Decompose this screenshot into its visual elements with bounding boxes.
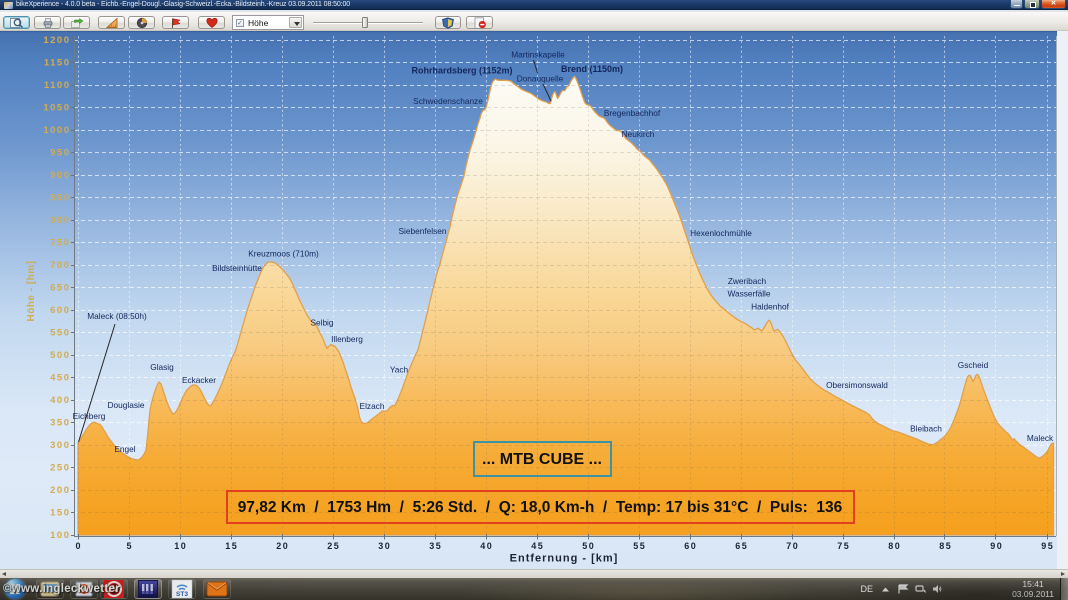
svg-text:10: 10 bbox=[174, 541, 187, 551]
svg-text:500: 500 bbox=[50, 350, 70, 361]
svg-text:Rohrhardsberg (1152m): Rohrhardsberg (1152m) bbox=[411, 66, 512, 76]
svg-text:0: 0 bbox=[75, 541, 82, 551]
svg-text:... MTB CUBE ...: ... MTB CUBE ... bbox=[482, 451, 602, 468]
svg-text:50: 50 bbox=[582, 541, 595, 551]
svg-text:750: 750 bbox=[50, 238, 70, 249]
svg-text:Selbig: Selbig bbox=[310, 318, 333, 328]
svg-text:85: 85 bbox=[939, 541, 952, 551]
svg-text:35: 35 bbox=[429, 541, 442, 551]
svg-text:5: 5 bbox=[126, 541, 133, 551]
svg-text:15: 15 bbox=[225, 541, 238, 551]
svg-text:Zweribach: Zweribach bbox=[728, 276, 767, 286]
svg-text:450: 450 bbox=[50, 373, 70, 384]
svg-text:Kreuzmoos (710m): Kreuzmoos (710m) bbox=[248, 249, 319, 259]
svg-text:Neukirch: Neukirch bbox=[622, 129, 655, 139]
svg-text:850: 850 bbox=[50, 193, 70, 204]
svg-text:Glasig: Glasig bbox=[150, 362, 174, 372]
svg-text:1150: 1150 bbox=[44, 58, 71, 69]
svg-text:95: 95 bbox=[1041, 541, 1054, 551]
svg-text:Douglasie: Douglasie bbox=[108, 400, 145, 410]
svg-text:Wasserfälle: Wasserfälle bbox=[727, 289, 770, 299]
svg-text:150: 150 bbox=[50, 508, 70, 519]
svg-text:55: 55 bbox=[633, 541, 646, 551]
svg-text:Schwedenschanze: Schwedenschanze bbox=[413, 96, 483, 106]
svg-text:20: 20 bbox=[276, 541, 289, 551]
svg-text:1000: 1000 bbox=[43, 125, 70, 136]
svg-text:Illenberg: Illenberg bbox=[331, 334, 363, 344]
svg-text:400: 400 bbox=[50, 395, 70, 406]
svg-text:950: 950 bbox=[50, 148, 70, 159]
svg-text:90: 90 bbox=[990, 541, 1003, 551]
svg-text:900: 900 bbox=[50, 170, 70, 181]
svg-text:650: 650 bbox=[50, 283, 70, 294]
svg-text:97,82 Km / 1753 Hm / 5:26: 97,82 Km / 1753 Hm / 5:26 Std. / Q: 18,0… bbox=[238, 499, 843, 516]
svg-text:Brend (1150m): Brend (1150m) bbox=[561, 64, 623, 74]
svg-text:Höhe - [hm]: Höhe - [hm] bbox=[26, 260, 37, 321]
svg-text:Maleck: Maleck bbox=[1027, 433, 1054, 443]
svg-text:Engel: Engel bbox=[114, 444, 135, 454]
svg-text:1050: 1050 bbox=[43, 103, 70, 114]
svg-text:ST3: ST3 bbox=[176, 591, 188, 598]
svg-text:Bregenbachhof: Bregenbachhof bbox=[604, 108, 661, 118]
svg-text:550: 550 bbox=[50, 328, 70, 339]
svg-text:45: 45 bbox=[531, 541, 544, 551]
svg-text:Eckacker: Eckacker bbox=[182, 375, 216, 385]
svg-text:Eichberg: Eichberg bbox=[73, 411, 106, 421]
svg-text:Martinskapelle: Martinskapelle bbox=[511, 50, 565, 60]
svg-text:350: 350 bbox=[50, 418, 70, 429]
svg-text:600: 600 bbox=[50, 305, 70, 316]
svg-text:Gscheid: Gscheid bbox=[958, 360, 989, 370]
svg-text:Donauquelle: Donauquelle bbox=[517, 74, 564, 84]
svg-text:Siebenfelsen: Siebenfelsen bbox=[399, 226, 447, 236]
svg-text:1100: 1100 bbox=[44, 80, 71, 91]
svg-text:30: 30 bbox=[378, 541, 391, 551]
svg-text:800: 800 bbox=[50, 215, 70, 226]
svg-text:700: 700 bbox=[50, 260, 70, 271]
svg-text:100: 100 bbox=[50, 530, 70, 541]
svg-text:Haldenhof: Haldenhof bbox=[751, 302, 790, 312]
svg-text:Entfernung - [km]: Entfernung - [km] bbox=[510, 553, 619, 565]
svg-text:Elzach: Elzach bbox=[360, 401, 385, 411]
svg-text:Maleck (08:50h): Maleck (08:50h) bbox=[87, 311, 147, 321]
svg-text:Bleibach: Bleibach bbox=[910, 424, 942, 434]
svg-text:Yach: Yach bbox=[390, 365, 409, 375]
svg-text:250: 250 bbox=[50, 463, 70, 474]
svg-text:70: 70 bbox=[786, 541, 799, 551]
svg-text:1200: 1200 bbox=[43, 35, 70, 46]
svg-text:Bildsteinhütte: Bildsteinhütte bbox=[212, 263, 262, 273]
svg-text:25: 25 bbox=[327, 541, 340, 551]
svg-text:80: 80 bbox=[888, 541, 901, 551]
svg-text:Obersimonswald: Obersimonswald bbox=[826, 380, 888, 390]
svg-text:300: 300 bbox=[50, 440, 70, 451]
svg-text:40: 40 bbox=[480, 541, 493, 551]
svg-text:200: 200 bbox=[50, 485, 70, 496]
svg-text:Hexenlochmühle: Hexenlochmühle bbox=[690, 228, 752, 238]
svg-text:60: 60 bbox=[684, 541, 697, 551]
svg-text:65: 65 bbox=[735, 541, 748, 551]
svg-text:75: 75 bbox=[837, 541, 850, 551]
